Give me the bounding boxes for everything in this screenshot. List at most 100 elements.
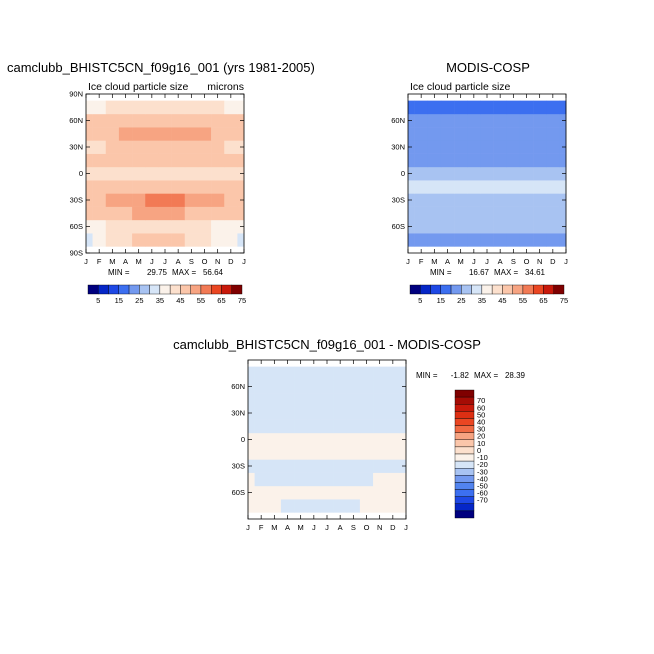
field-cell [184,100,199,115]
panel-modis: MODIS-COSP Ice cloud particle size 60N 30… [391,60,568,305]
field-cell [493,166,508,181]
colorbar-swatch [190,284,202,295]
colorbar-swatch [543,284,554,295]
colorbar-swatch [454,404,475,412]
field-cell [454,180,468,194]
panel-modis-left-label: Ice cloud particle size [410,81,511,93]
field-cell [158,153,172,168]
x-tick-label: M [431,257,437,266]
field-cell [145,100,159,115]
field-cell [533,206,547,221]
x-tick-label: A [445,257,450,266]
y-tick-label: 60S [392,222,405,231]
x-tick-label: J [564,257,568,266]
colorbar-label: 75 [238,296,246,305]
colorbar-label: -40 [477,474,488,483]
field-cell [359,366,374,381]
field-cell [197,233,212,247]
field-cell [145,140,159,154]
field-cell [320,393,334,407]
field-cell [427,140,442,154]
colorbar-swatch [87,284,99,295]
field-cell [105,180,120,194]
field-cell [132,127,146,141]
colorbar-swatch [180,284,191,295]
field-cell [132,166,146,181]
field-cell [118,219,133,234]
field-cell [224,180,238,194]
colorbar-label: -30 [477,467,488,476]
field-cell [145,219,159,234]
field-cell [92,233,107,247]
field-cell [467,153,481,168]
colorbar-label: -70 [477,496,488,505]
field-cell [267,419,282,434]
field-cell [414,206,429,221]
x-tick-label: J [406,257,410,266]
field-cell [533,233,547,247]
field-cell [132,193,146,207]
field-cell [346,499,361,513]
field-cell [254,419,269,434]
field-cell [197,193,212,207]
field-cell [408,233,415,247]
field-cell [373,459,387,473]
field-cell [373,485,387,500]
colorbar-swatch [454,389,475,398]
field-cell [467,233,481,247]
field-cell [333,379,348,394]
field-cell [280,459,295,473]
colorbar-label: -50 [477,482,488,491]
field-cell [454,113,468,128]
field-cell [427,166,442,181]
field-cell [467,140,481,154]
field-cell [105,127,120,141]
field-cell [333,459,348,473]
field-cell [386,459,400,473]
field-cell [414,140,429,154]
x-tick-label: M [298,523,304,532]
colorbar-swatch [454,496,475,504]
field-cell [171,193,186,207]
field-cell [197,127,212,141]
field-cell [307,366,321,381]
field-cell [307,419,321,434]
field-cell [559,100,567,115]
field-cell [86,100,93,115]
field-cell [132,140,146,154]
field-cell [280,379,295,394]
colorbar-label: 20 [477,432,485,441]
field-cell [105,100,120,115]
field-cell [145,153,159,168]
field-cell [92,113,107,128]
field-cell [506,193,521,207]
field-cell [224,113,238,128]
field-cell [467,193,481,207]
field-cell [427,100,442,115]
y-tick-label: 60N [231,382,245,391]
field-cell [184,127,199,141]
field-cell [105,233,120,247]
field-cell [224,140,238,154]
colorbar-label: 65 [539,296,547,305]
field-cell [307,379,321,394]
field-cell [320,485,334,500]
field-cell [197,180,212,194]
field-cell [105,219,120,234]
field-cell [408,206,415,221]
field-cell [454,233,468,247]
field-cell [493,153,508,168]
field-cell [307,406,321,420]
field-cell [280,499,295,513]
field-cell [248,472,255,487]
field-cell [248,499,255,513]
field-cell [480,233,494,247]
field-cell [519,206,534,221]
y-tick-label: 0 [241,435,245,444]
field-cell [454,206,468,221]
colorbar-swatch [481,284,493,295]
field-cell [118,153,133,168]
field-cell [359,446,374,460]
field-cell [333,432,348,447]
field-cell [533,127,547,141]
